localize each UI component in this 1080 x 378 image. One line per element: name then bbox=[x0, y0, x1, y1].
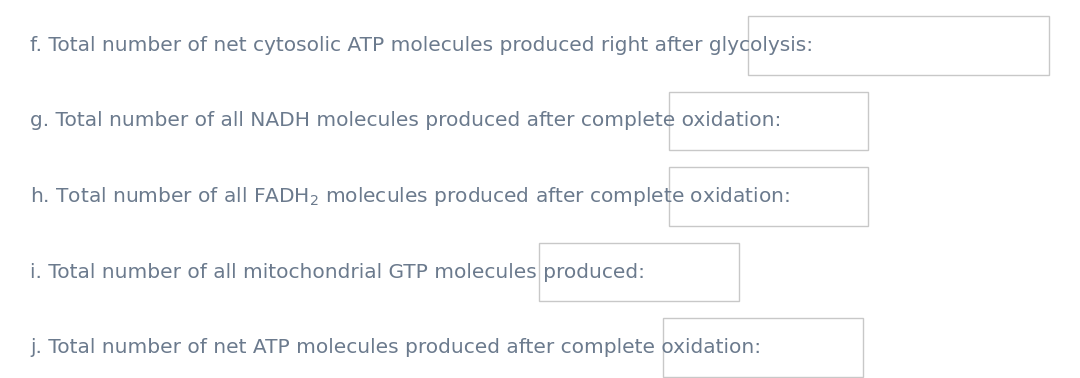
Bar bbox=[539, 243, 739, 302]
Text: h. Total number of all FADH$_2$ molecules produced after complete oxidation:: h. Total number of all FADH$_2$ molecule… bbox=[30, 185, 791, 208]
Text: g. Total number of all NADH molecules produced after complete oxidation:: g. Total number of all NADH molecules pr… bbox=[30, 112, 782, 130]
Text: f. Total number of net cytosolic ATP molecules produced right after glycolysis:: f. Total number of net cytosolic ATP mol… bbox=[30, 36, 813, 55]
Text: j. Total number of net ATP molecules produced after complete oxidation:: j. Total number of net ATP molecules pro… bbox=[30, 338, 761, 357]
Text: i. Total number of all mitochondrial GTP molecules produced:: i. Total number of all mitochondrial GTP… bbox=[30, 263, 645, 282]
Bar bbox=[669, 91, 868, 150]
Bar bbox=[663, 318, 863, 377]
Bar bbox=[669, 167, 868, 226]
Bar bbox=[748, 16, 1049, 75]
